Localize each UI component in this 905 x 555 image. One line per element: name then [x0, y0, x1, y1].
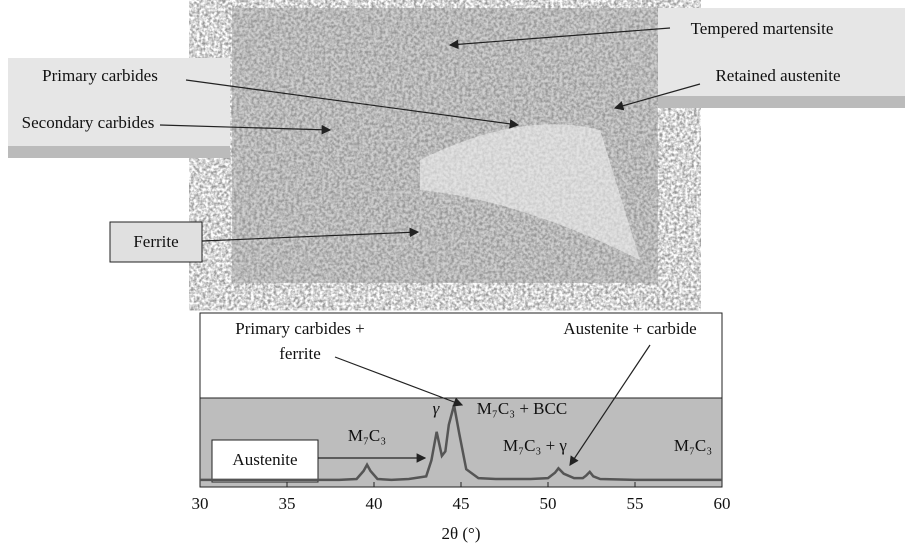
- label-box-shade: [658, 96, 905, 108]
- annotation-area: [199, 312, 723, 399]
- label: Tempered martensite: [691, 19, 834, 38]
- annotation: γ: [433, 399, 441, 418]
- annotation: Austenite + carbide: [563, 319, 696, 338]
- arrow: [159, 124, 332, 135]
- x-tick-label: 50: [540, 494, 557, 513]
- annotation: Austenite: [232, 450, 297, 469]
- label: Secondary carbides: [22, 113, 155, 132]
- arrow: [334, 356, 464, 407]
- x-tick-label: 55: [627, 494, 644, 513]
- annotation: M₇C₃: [674, 436, 712, 455]
- arrow: [201, 227, 420, 242]
- annotation: M₇C₃ + BCC: [477, 399, 567, 418]
- label: Retained austenite: [715, 66, 840, 85]
- x-tick-label: 60: [714, 494, 731, 513]
- series-line: [200, 404, 722, 482]
- label-box: [658, 8, 905, 96]
- annotation: M₇C₃ + γ: [503, 436, 567, 455]
- x-tick-label: 40: [366, 494, 383, 513]
- x-tick-label: 45: [453, 494, 470, 513]
- x-tick-label: 30: [192, 494, 209, 513]
- label-box-shade: [8, 146, 230, 158]
- arrow: [185, 79, 520, 129]
- annotation: Primary carbides +: [235, 319, 365, 338]
- x-axis-label: 2θ (°): [441, 524, 480, 543]
- label-box: [8, 58, 230, 146]
- annotation: M₇C₃: [348, 426, 386, 445]
- arrow: [613, 83, 701, 111]
- label-box: [109, 221, 203, 263]
- x-tick-label: 35: [279, 494, 296, 513]
- arrow: [569, 344, 651, 466]
- annotation: ferrite: [279, 344, 321, 363]
- bright-region: [420, 124, 640, 261]
- label: Primary carbides: [42, 66, 158, 85]
- label: Ferrite: [133, 232, 178, 251]
- arrow: [448, 27, 671, 50]
- label-box: [211, 439, 319, 483]
